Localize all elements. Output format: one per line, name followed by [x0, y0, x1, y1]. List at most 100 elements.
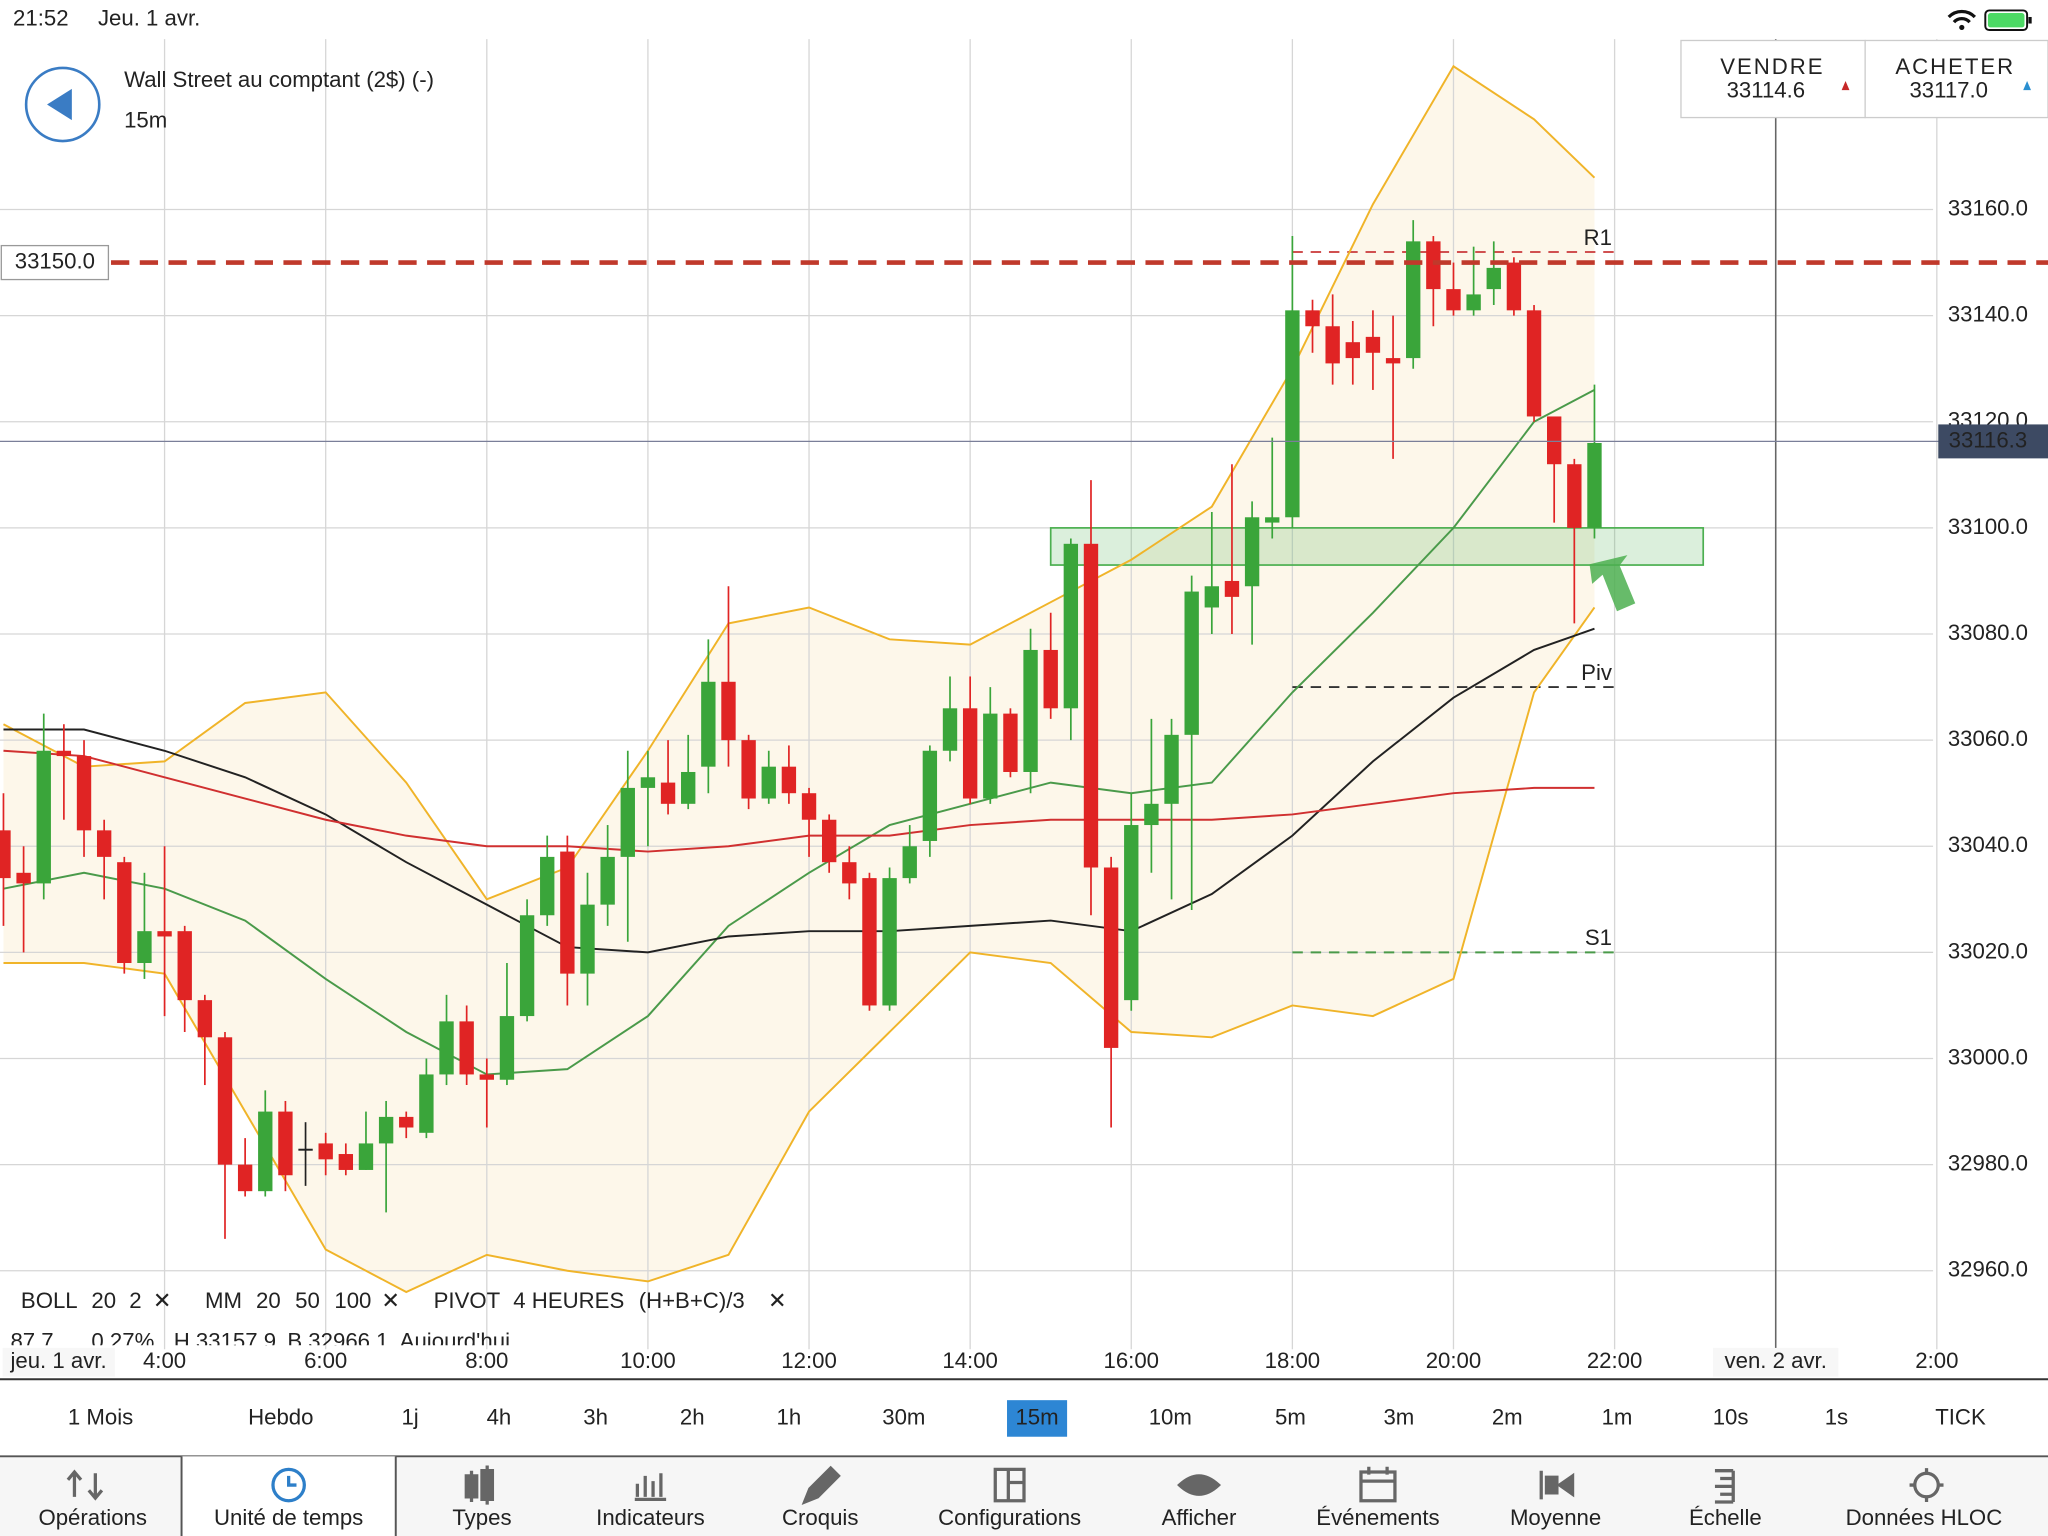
- toolbar-label: Opérations: [38, 1505, 147, 1530]
- candle-body: [399, 1116, 414, 1128]
- timeframe-button[interactable]: 3h: [583, 1404, 608, 1429]
- candle-body: [56, 750, 72, 757]
- candle-body: [96, 830, 112, 857]
- candle-body: [318, 1143, 333, 1160]
- timeframe-button[interactable]: 4h: [487, 1404, 512, 1429]
- back-button[interactable]: [24, 66, 101, 143]
- y-tick-label: 33080.0: [1948, 620, 2028, 645]
- toolbar-button[interactable]: Indicateurs: [596, 1473, 705, 1530]
- toolbar-button[interactable]: Moyenne: [1510, 1470, 1601, 1530]
- candle-body: [942, 708, 958, 751]
- candle-body: [962, 708, 978, 799]
- candle-body: [217, 1037, 233, 1165]
- timeframe-button[interactable]: 1j: [401, 1404, 418, 1429]
- toolbar-label: Indicateurs: [596, 1505, 705, 1530]
- legend-mm-20: 20: [256, 1288, 281, 1313]
- timeframe-button[interactable]: 1s: [1825, 1404, 1848, 1429]
- toolbar-button[interactable]: Types: [452, 1465, 512, 1530]
- x-tick-label: 10:00: [620, 1348, 676, 1373]
- candle-body: [781, 766, 797, 794]
- timeframe-button[interactable]: 1 Mois: [68, 1404, 133, 1429]
- candle-body: [1345, 342, 1360, 359]
- timeframe-label: 1m: [1602, 1404, 1633, 1429]
- timeframe-button[interactable]: 30m: [882, 1404, 925, 1429]
- timeframe-button[interactable]: 3m: [1383, 1404, 1414, 1429]
- sell-label: VENDRE: [1720, 54, 1824, 79]
- toolbar-icon: [464, 1465, 495, 1505]
- y-tick-label: 33000.0: [1948, 1044, 2028, 1069]
- x-tick-label: 18:00: [1265, 1348, 1321, 1373]
- band-fill: [3, 66, 1595, 1292]
- timeframe-button[interactable]: 15m: [1007, 1400, 1068, 1437]
- legend-close[interactable]: ✕: [153, 1288, 172, 1313]
- toolbar-icon: [1359, 1466, 1397, 1503]
- toolbar-button[interactable]: Unité de temps: [180, 1456, 397, 1536]
- timeframe-button[interactable]: 2h: [680, 1404, 705, 1429]
- pivot-label: Piv: [1581, 660, 1613, 685]
- current-price-label: 33116.3: [1949, 427, 2028, 452]
- timeframe-button[interactable]: 2m: [1492, 1404, 1523, 1429]
- legend-close[interactable]: ✕: [768, 1288, 787, 1313]
- legend-boll: BOLL: [21, 1288, 78, 1313]
- timeframe-button[interactable]: 1m: [1602, 1404, 1633, 1429]
- toolbar-icon: [634, 1473, 667, 1502]
- x-tick-label: 4:00: [143, 1348, 186, 1373]
- buy-box[interactable]: ACHETER 33117.0: [1864, 39, 2048, 119]
- timeframe-label: 3h: [583, 1404, 608, 1429]
- toolbar-button[interactable]: Événements: [1316, 1466, 1440, 1530]
- buy-label: ACHETER: [1895, 54, 2015, 79]
- candle-body: [983, 713, 998, 799]
- timeframe-selected: [1007, 1400, 1068, 1437]
- candle-body: [560, 851, 575, 974]
- candle-body: [338, 1154, 354, 1170]
- candle-body: [1204, 586, 1220, 608]
- stat-period: Aujourd'hui: [400, 1329, 510, 1354]
- candle-body: [1003, 713, 1018, 772]
- sell-box[interactable]: VENDRE 33114.6: [1680, 39, 1866, 119]
- x-tick-label: 16:00: [1103, 1348, 1159, 1373]
- toolbar-button[interactable]: Données HLOC: [1846, 1468, 2003, 1530]
- toolbar-button[interactable]: Configurations: [938, 1467, 1081, 1530]
- toolbar-button[interactable]: Opérations: [38, 1469, 147, 1530]
- indicator-line: [3, 389, 1595, 1076]
- y-tick-label: 33160.0: [1948, 195, 2028, 220]
- candle-body: [16, 872, 31, 884]
- legend-boll-dev: 2: [129, 1288, 141, 1313]
- candle-body: [1446, 289, 1461, 311]
- timeframe-button[interactable]: 5m: [1275, 1404, 1306, 1429]
- toolbar-icon: [271, 1467, 306, 1503]
- candle-body: [580, 904, 595, 974]
- candle-body: [862, 878, 877, 1006]
- toolbar-label: Unité de temps: [214, 1505, 363, 1530]
- timeframe-button[interactable]: 1h: [777, 1404, 802, 1429]
- timeframe-button[interactable]: TICK: [1935, 1404, 1986, 1429]
- toolbar-button[interactable]: Croquis: [782, 1465, 858, 1530]
- candle-body: [499, 1016, 515, 1080]
- timeframe-button[interactable]: 10m: [1149, 1404, 1192, 1429]
- candle-body: [479, 1074, 494, 1080]
- toolbar-button[interactable]: Échelle: [1689, 1469, 1762, 1530]
- timeframe-button[interactable]: Hebdo: [248, 1404, 313, 1429]
- y-tick-label: 33100.0: [1948, 514, 2028, 539]
- toolbar-button[interactable]: Afficher: [1162, 1474, 1237, 1530]
- candle-body: [1547, 416, 1562, 465]
- toolbar-icon: [1909, 1468, 1944, 1503]
- candle-body: [922, 750, 938, 841]
- candle-body: [1325, 326, 1340, 364]
- candle-body: [1144, 803, 1159, 826]
- legend-close[interactable]: ✕: [381, 1288, 400, 1313]
- candle-body: [1305, 310, 1320, 327]
- toolbar-label: Croquis: [782, 1505, 858, 1530]
- candle-body: [378, 1116, 394, 1144]
- candle-body: [701, 681, 716, 767]
- candle-body: [258, 1111, 273, 1192]
- candle-body: [1486, 267, 1501, 290]
- instrument-timeframe: 15m: [124, 107, 167, 132]
- stat-change: 0.27%: [91, 1329, 154, 1354]
- candle-body: [1224, 580, 1240, 597]
- timeframe-label: TICK: [1935, 1404, 1986, 1429]
- candle-body: [640, 777, 656, 788]
- toolbar-icon: [1714, 1469, 1735, 1504]
- timeframe-label: 2m: [1492, 1404, 1523, 1429]
- timeframe-button[interactable]: 10s: [1713, 1404, 1749, 1429]
